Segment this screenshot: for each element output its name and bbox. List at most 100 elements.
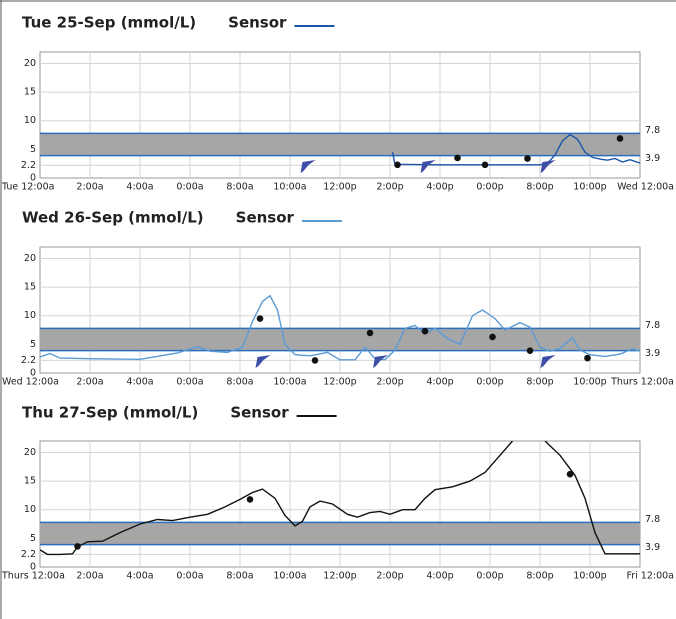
x-tick-label: 12:00p	[323, 571, 356, 582]
sensor-line	[391, 133, 640, 166]
target-label: 7.8	[645, 125, 660, 136]
x-tick-label: 2:00a	[76, 571, 103, 582]
y-tick-label: 10	[24, 504, 36, 515]
x-tick-label: 8:00a	[226, 571, 253, 582]
x-tick-label: 10:00p	[573, 377, 606, 388]
meter-reading	[566, 470, 574, 478]
sensor-line	[40, 441, 640, 556]
target-label: 7.8	[645, 514, 660, 525]
y-tick-label: 10	[24, 310, 36, 321]
x-tick-label: 2:00a	[76, 182, 103, 193]
x-tick-label: 0:00a	[176, 571, 203, 582]
meter-reading	[584, 354, 591, 362]
target-label: 3.9	[645, 542, 660, 553]
insulin-flag	[540, 355, 556, 368]
x-tick-label: 0:00p	[476, 182, 503, 193]
x-tick-label: Thurs 12:00a	[610, 377, 674, 388]
meter-reading	[454, 154, 461, 162]
meter-reading	[394, 161, 401, 169]
meter-reading	[256, 315, 264, 322]
x-tick-label: 10:00p	[573, 182, 606, 193]
meter-reading	[526, 347, 534, 354]
legend-label: Sensor	[236, 209, 295, 227]
chart-title: Wed 26-Sep (mmol/L)	[22, 209, 204, 227]
x-tick-label: 4:00p	[426, 182, 453, 193]
x-tick-label: 2:00p	[376, 571, 403, 582]
insulin-flag	[540, 160, 556, 173]
x-tick-label: Fri 12:00a	[626, 571, 674, 582]
x-tick-label: 4:00a	[126, 182, 153, 193]
meter-reading	[481, 161, 489, 169]
x-tick-label: 10:00a	[273, 571, 306, 582]
insulin-flag	[255, 355, 271, 368]
x-tick-label: 2:00p	[376, 377, 403, 388]
meter-reading	[311, 357, 319, 364]
x-tick-label: 0:00a	[176, 377, 203, 388]
meter-reading	[366, 329, 374, 337]
chart-panel: Tue 25-Sep (mmol/L) Sensor Tue 12:00a 2:00a…	[1, 14, 674, 193]
x-tick-label: 2:00a	[76, 377, 103, 388]
x-tick-label: 2:00p	[376, 182, 403, 193]
legend-label: Sensor	[228, 14, 287, 32]
x-tick-label: Thurs 12:00a	[1, 571, 65, 582]
x-tick-label: Wed 12:00a	[2, 377, 59, 388]
x-tick-label: 12:00p	[323, 182, 356, 193]
target-label: 3.9	[645, 153, 660, 164]
target-band	[40, 133, 640, 156]
meter-reading	[246, 496, 254, 503]
meter-reading	[421, 327, 429, 335]
x-tick-label: 0:00p	[476, 571, 503, 582]
x-tick-label: 4:00a	[126, 571, 153, 582]
x-tick-label: 10:00a	[273, 182, 306, 193]
x-tick-label: 8:00a	[226, 182, 253, 193]
x-tick-label: 4:00p	[426, 571, 453, 582]
y-tick-label: 5	[30, 144, 36, 155]
target-band	[40, 328, 640, 351]
meter-reading	[74, 543, 81, 550]
x-tick-label: 10:00p	[573, 571, 606, 582]
x-tick-label: 0:00a	[176, 182, 203, 193]
insulin-flag	[420, 160, 436, 173]
chart-title: Thu 27-Sep (mmol/L)	[22, 404, 198, 422]
meter-reading	[524, 155, 531, 162]
y-tick-label: 20	[24, 253, 36, 264]
y-tick-label: 2.2	[21, 160, 36, 171]
target-label: 3.9	[645, 348, 660, 359]
insulin-flag	[300, 160, 316, 173]
target-band	[40, 522, 640, 545]
y-tick-label: 5	[30, 533, 36, 544]
y-tick-label: 0	[30, 562, 36, 573]
y-tick-label: 2.2	[21, 549, 36, 560]
x-tick-label: Tue 12:00a	[1, 182, 54, 193]
x-tick-label: 8:00p	[526, 377, 553, 388]
insulin-flag	[373, 355, 388, 368]
y-tick-label: 15	[24, 87, 36, 98]
x-tick-label: 12:00p	[323, 377, 356, 388]
y-tick-label: 15	[24, 282, 36, 293]
x-tick-label: 4:00p	[426, 377, 453, 388]
x-tick-label: 8:00p	[526, 182, 553, 193]
y-tick-label: 2.2	[21, 355, 36, 366]
chart-panel: Thu 27-Sep (mmol/L) Sensor Thurs 12:00a 2:0…	[1, 404, 674, 582]
x-tick-label: 4:00a	[126, 377, 153, 388]
chart-title: Tue 25-Sep (mmol/L)	[22, 14, 196, 32]
x-tick-label: 10:00a	[273, 377, 306, 388]
sensor-line	[40, 294, 640, 361]
target-label: 7.8	[645, 320, 660, 331]
y-tick-label: 5	[30, 339, 36, 350]
y-tick-label: 15	[24, 476, 36, 487]
y-tick-label: 20	[24, 58, 36, 69]
y-tick-label: 0	[30, 173, 36, 184]
x-tick-label: Wed 12:00a	[617, 182, 674, 193]
y-tick-label: 0	[30, 368, 36, 379]
legend-label: Sensor	[230, 404, 289, 422]
chart-panel: Wed 26-Sep (mmol/L) Sensor Wed 12:00a 2:00a…	[2, 209, 674, 388]
y-tick-label: 10	[24, 115, 36, 126]
x-tick-label: 8:00a	[226, 377, 253, 388]
meter-reading	[489, 333, 496, 341]
y-tick-label: 20	[24, 447, 36, 458]
x-tick-label: 8:00p	[526, 571, 553, 582]
meter-reading	[616, 135, 624, 142]
